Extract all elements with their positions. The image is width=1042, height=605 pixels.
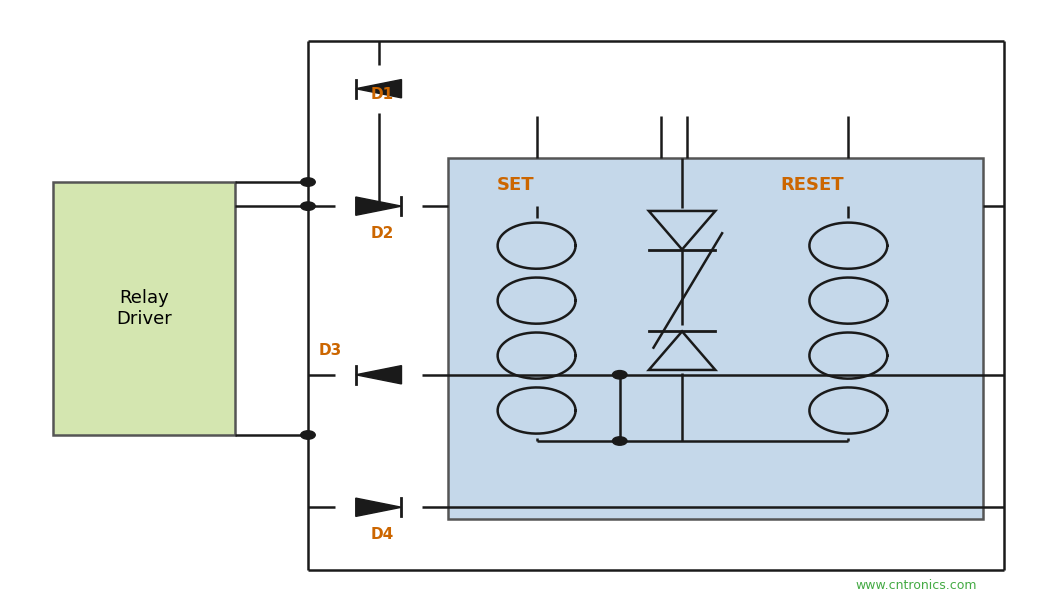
Polygon shape (355, 498, 401, 517)
Text: D3: D3 (319, 343, 342, 358)
Circle shape (301, 178, 316, 186)
FancyBboxPatch shape (448, 158, 984, 519)
Text: D1: D1 (370, 87, 394, 102)
Text: RESET: RESET (780, 176, 844, 194)
Circle shape (613, 437, 627, 445)
FancyBboxPatch shape (53, 182, 235, 435)
Polygon shape (355, 365, 401, 384)
Circle shape (301, 431, 316, 439)
Polygon shape (355, 79, 401, 98)
Circle shape (613, 370, 627, 379)
Text: D2: D2 (370, 226, 394, 241)
Text: www.cntronics.com: www.cntronics.com (855, 578, 976, 592)
Text: SET: SET (497, 176, 535, 194)
Text: D4: D4 (370, 527, 394, 542)
Circle shape (301, 202, 316, 211)
Text: Relay
Driver: Relay Driver (117, 289, 172, 328)
Polygon shape (355, 197, 401, 215)
